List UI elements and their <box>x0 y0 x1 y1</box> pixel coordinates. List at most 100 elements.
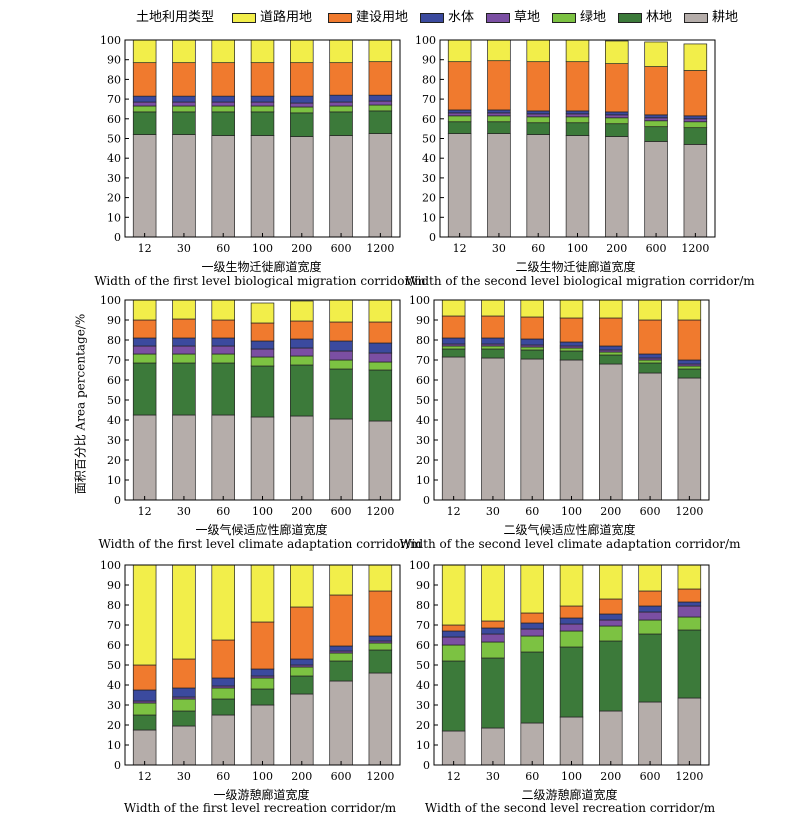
legend-swatch <box>486 12 510 23</box>
x-tick-label: 200 <box>291 770 312 783</box>
plot-frame <box>439 39 716 238</box>
bar-segment <box>481 299 505 317</box>
y-tick-label: 40 <box>416 414 430 427</box>
y-tick-label: 0 <box>429 231 436 244</box>
bar-segment <box>565 61 590 112</box>
bar-segment <box>677 319 702 361</box>
bar-segment <box>368 39 393 63</box>
bar-segment <box>677 365 702 370</box>
bar-segment <box>599 299 623 319</box>
bar-segment <box>447 39 472 63</box>
x-tick-label: 60 <box>525 770 539 783</box>
bar-segment <box>644 66 668 116</box>
bar-segment <box>599 363 623 501</box>
bar-segment <box>368 642 393 651</box>
bar-segment <box>368 361 393 371</box>
bar-segment <box>605 111 629 116</box>
y-tick-label: 0 <box>114 231 121 244</box>
bar-segment <box>329 660 353 682</box>
bar-segment <box>599 564 623 600</box>
bar-segment <box>599 598 623 615</box>
bar-segment <box>132 664 157 691</box>
bar-segment <box>638 701 662 766</box>
x-tick-label: 30 <box>492 242 506 255</box>
y-tick-label: 20 <box>422 192 436 205</box>
caption-cn: 二级游憩廊道宽度 <box>521 788 618 802</box>
bar-segment <box>447 61 472 111</box>
bar-segment <box>132 337 157 347</box>
bar-segment <box>132 299 157 321</box>
bar-segment <box>441 356 466 501</box>
y-tick-label: 20 <box>416 719 430 732</box>
y-tick-label: 100 <box>100 559 121 572</box>
y-tick-label: 80 <box>416 334 430 347</box>
legend-item-grass: 草地 <box>486 6 540 25</box>
bar-segment <box>559 350 584 361</box>
bar-segment <box>368 352 393 363</box>
bar-segment <box>211 62 235 97</box>
y-tick-label: 60 <box>107 374 121 387</box>
bar-segment <box>487 112 511 117</box>
y-tick-label: 50 <box>107 133 121 146</box>
bar-segment <box>329 350 353 361</box>
bar-segment <box>487 115 511 123</box>
x-tick-label: 600 <box>646 242 667 255</box>
bar-segment <box>172 318 196 339</box>
caption-en: Width of the second level recreation cor… <box>424 801 716 815</box>
bar-segment <box>132 702 157 716</box>
bar-segment <box>447 133 472 238</box>
bar-segment <box>481 633 505 643</box>
bar-segment <box>520 635 544 653</box>
chart-second-level-climate: 12 30 60 100 200 600 1200 0 10 20 30 40 50 60 70 80 90 10… <box>409 294 710 518</box>
bar-segment <box>677 629 702 699</box>
bar-segment <box>172 345 196 355</box>
bar-segment <box>565 110 590 115</box>
bar-segment <box>132 62 157 97</box>
y-tick-label: 10 <box>416 739 430 752</box>
bar-segment <box>644 120 668 128</box>
bar-segment <box>329 368 353 420</box>
bar-segment <box>290 364 314 417</box>
x-tick-label: 200 <box>291 242 312 255</box>
bar-segment <box>211 319 235 339</box>
x-tick-label: 1200 <box>366 242 394 255</box>
bar-segment <box>481 337 505 345</box>
x-tick-label: 60 <box>216 505 230 518</box>
bar-segment <box>290 112 314 137</box>
bar-segment <box>481 620 505 629</box>
bar-segment <box>132 134 157 238</box>
bar-segment <box>290 95 314 104</box>
y-tick-label: 90 <box>422 54 436 67</box>
bar-segment <box>250 677 275 690</box>
bar-segment <box>683 144 708 238</box>
x-tick-label: 12 <box>138 505 152 518</box>
y-tick-label: 30 <box>416 434 430 447</box>
bar-segment <box>211 39 235 64</box>
plot-frame <box>124 564 401 766</box>
bar-segment <box>441 345 466 350</box>
y-tick-label: 40 <box>422 152 436 165</box>
bar-segment <box>520 651 544 724</box>
bar-segment <box>172 564 196 660</box>
y-tick-label: 0 <box>114 494 121 507</box>
bar-segment <box>638 590 662 607</box>
bar-segment <box>172 134 196 238</box>
y-tick-label: 60 <box>107 639 121 652</box>
bar-segment <box>441 315 466 339</box>
legend-item-construction: 建设用地 <box>328 6 408 25</box>
bar-segment <box>250 356 275 367</box>
bar-segment <box>447 112 472 117</box>
bar-segment <box>487 109 511 114</box>
bar-segment <box>565 113 590 118</box>
bar-segment <box>132 353 157 364</box>
y-tick-label: 100 <box>100 34 121 47</box>
bar-segment <box>172 101 196 107</box>
y-tick-label: 0 <box>423 759 430 772</box>
bar-segment <box>526 61 550 112</box>
y-tick-label: 90 <box>416 579 430 592</box>
bar-segment <box>559 617 584 625</box>
bar-segment <box>250 365 275 418</box>
bar-segment <box>520 316 544 340</box>
bar-segment <box>250 101 275 107</box>
y-tick-label: 40 <box>416 679 430 692</box>
